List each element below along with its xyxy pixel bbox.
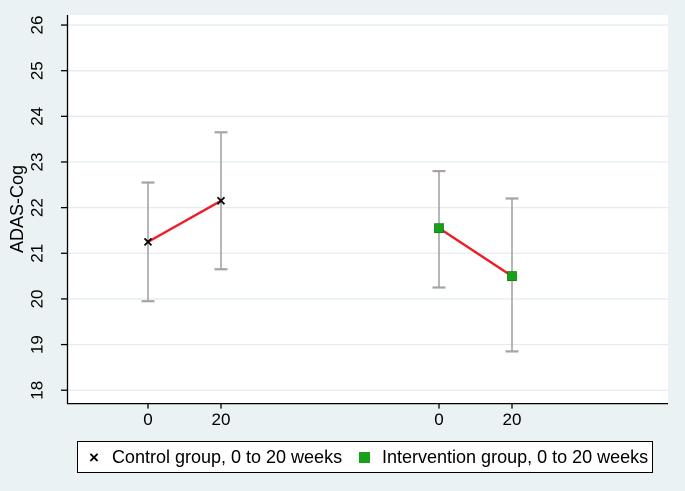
x-tick-label: 0 [434, 410, 443, 429]
y-tick-label: 25 [28, 61, 47, 80]
y-tick-label: 19 [28, 335, 47, 354]
x-marker-icon: × [89, 447, 99, 467]
y-tick-label: 21 [28, 244, 47, 263]
x-tick-label: 0 [143, 410, 152, 429]
y-tick-label: 24 [28, 107, 47, 126]
marker-x [143, 237, 153, 247]
trend-line [438, 227, 513, 278]
y-tick-label: 23 [28, 153, 47, 172]
legend-label-control: Control group, 0 to 20 weeks [111, 446, 343, 467]
y-tick-label: 26 [28, 16, 47, 35]
marker-square [434, 223, 444, 234]
y-tick-label: 20 [28, 289, 47, 308]
x-tick-label: 20 [503, 410, 522, 429]
y-axis-title: ADAS-Cog [7, 165, 27, 253]
adas-cog-error-bar-chart: 18 19 20 21 22 23 24 25 26 0 20 0 20 ADAS-Cog [7, 15, 668, 429]
chart-legend: × Control group, 0 to 20 weeks Intervent… [77, 441, 653, 473]
y-tick-label: 18 [28, 381, 47, 400]
legend-item-control: × Control group, 0 to 20 weeks [78, 447, 359, 468]
legend-label-intervention: Intervention group, 0 to 20 weeks [382, 446, 649, 467]
x-tick-label: 20 [212, 410, 231, 429]
square-marker-icon [359, 451, 370, 463]
y-tick-label: 22 [28, 198, 47, 217]
trend-line [147, 199, 222, 243]
marker-square [507, 271, 517, 282]
plot-area [68, 15, 668, 403]
legend-item-intervention: Intervention group, 0 to 20 weeks [359, 447, 648, 468]
marker-x [216, 196, 226, 205]
